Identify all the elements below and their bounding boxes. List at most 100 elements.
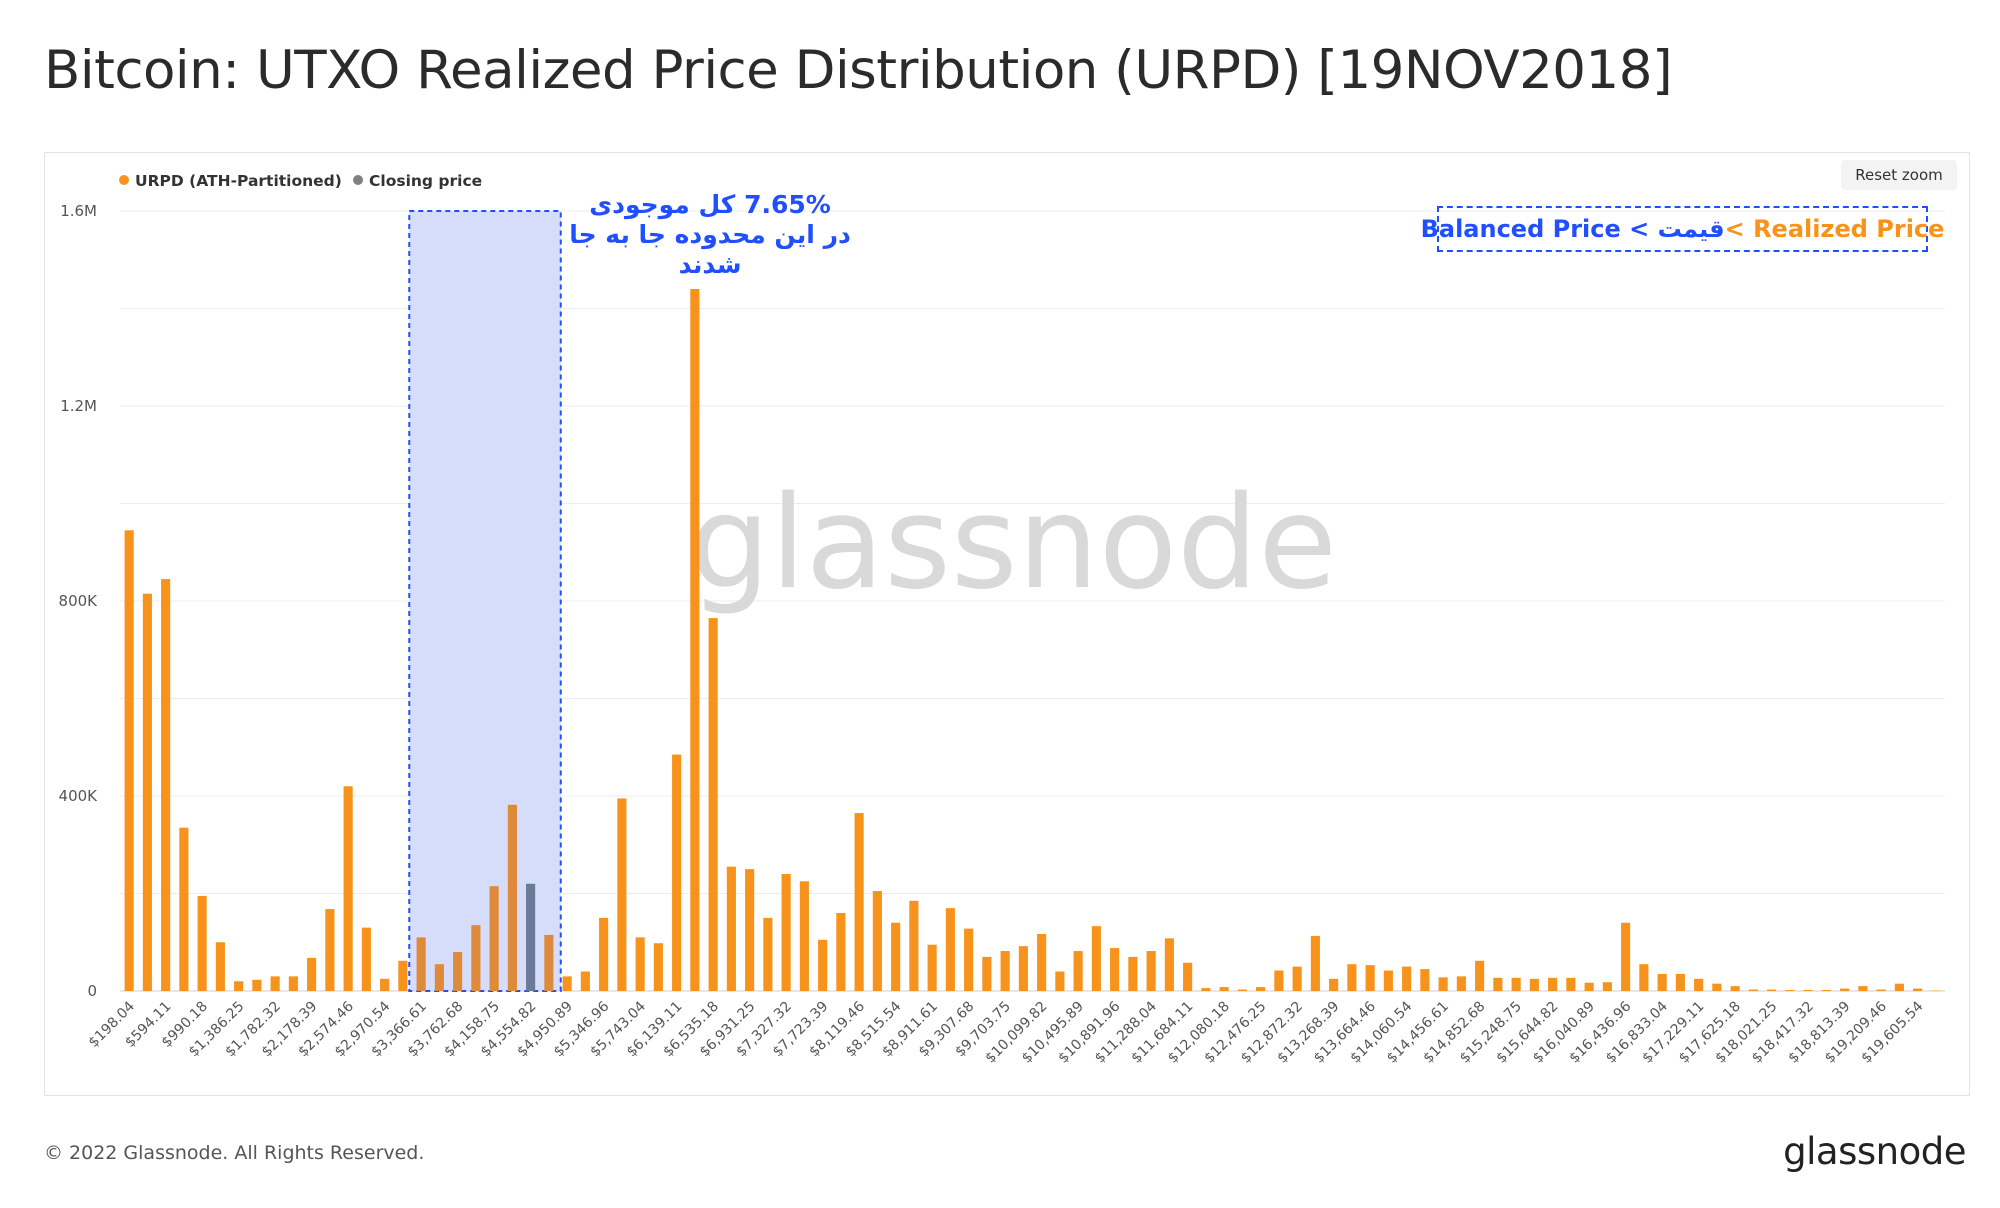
bar[interactable] (1256, 987, 1266, 991)
bar[interactable] (1529, 978, 1539, 991)
bar[interactable] (1438, 977, 1448, 991)
bar[interactable] (1566, 977, 1576, 991)
bar[interactable] (872, 891, 882, 991)
bar[interactable] (1383, 970, 1393, 991)
bar[interactable] (1584, 982, 1594, 991)
bar[interactable] (361, 927, 371, 991)
bar[interactable] (1511, 977, 1521, 991)
bar[interactable] (1329, 978, 1339, 991)
bar[interactable] (1748, 989, 1758, 991)
bar[interactable] (1712, 983, 1722, 991)
bar[interactable] (1840, 988, 1850, 991)
bar[interactable] (1402, 966, 1412, 991)
bar[interactable] (142, 593, 152, 991)
bar[interactable] (1018, 946, 1028, 991)
bar[interactable] (1292, 966, 1302, 991)
bar[interactable] (1420, 969, 1430, 991)
bar[interactable] (1274, 970, 1284, 991)
bar[interactable] (1931, 990, 1941, 992)
bar[interactable] (1037, 933, 1047, 991)
bar[interactable] (799, 881, 809, 991)
bar[interactable] (726, 866, 736, 991)
bar[interactable] (1694, 978, 1704, 991)
bar[interactable] (234, 981, 244, 991)
bar[interactable] (781, 874, 791, 991)
bar[interactable] (1894, 983, 1904, 991)
bar[interactable] (1639, 964, 1649, 991)
bar[interactable] (1055, 971, 1065, 992)
bar[interactable] (909, 900, 919, 991)
bar[interactable] (580, 971, 590, 992)
bar[interactable] (1219, 987, 1229, 991)
bar[interactable] (215, 942, 225, 991)
bar[interactable] (471, 925, 481, 991)
bar[interactable] (161, 579, 171, 991)
bar[interactable] (982, 956, 992, 991)
bar[interactable] (1110, 948, 1120, 991)
bar[interactable] (197, 895, 207, 991)
bar[interactable] (1548, 977, 1558, 991)
bar[interactable] (1000, 951, 1010, 991)
bar[interactable] (343, 786, 353, 991)
bar[interactable] (307, 957, 317, 991)
bar[interactable] (507, 804, 517, 991)
bar[interactable] (453, 952, 463, 991)
bar[interactable] (1785, 990, 1795, 991)
bar[interactable] (1675, 973, 1685, 991)
bar[interactable] (927, 944, 937, 991)
bar[interactable] (1091, 926, 1101, 991)
bar[interactable] (653, 943, 663, 991)
bar[interactable] (179, 827, 189, 991)
bar[interactable] (1475, 960, 1485, 991)
bar[interactable] (763, 917, 773, 991)
bar[interactable] (1237, 989, 1247, 991)
bar[interactable] (945, 908, 955, 991)
bar[interactable] (964, 928, 974, 991)
bar[interactable] (398, 960, 408, 991)
bar[interactable] (745, 869, 755, 991)
bar-closing-price[interactable] (526, 883, 536, 991)
bar[interactable] (1657, 973, 1667, 991)
bar[interactable] (434, 964, 444, 991)
bar[interactable] (489, 886, 499, 991)
bar[interactable] (380, 978, 390, 991)
bar[interactable] (1602, 982, 1612, 991)
bar[interactable] (1128, 956, 1138, 991)
bar[interactable] (818, 939, 828, 991)
bar[interactable] (1365, 965, 1375, 991)
bar[interactable] (617, 798, 627, 991)
bar[interactable] (1621, 922, 1631, 991)
bar[interactable] (1456, 976, 1466, 991)
bar[interactable] (1201, 988, 1211, 991)
bar[interactable] (836, 913, 846, 991)
bar[interactable] (635, 937, 645, 991)
bar[interactable] (1073, 951, 1083, 991)
bar[interactable] (124, 530, 134, 991)
bar[interactable] (1821, 990, 1831, 991)
legend-label-urpd[interactable]: URPD (ATH-Partitioned) (135, 172, 342, 190)
bar[interactable] (562, 976, 572, 991)
bar[interactable] (325, 909, 335, 991)
bar[interactable] (544, 934, 554, 991)
bar[interactable] (1183, 962, 1193, 991)
bar[interactable] (708, 618, 718, 991)
bar[interactable] (1347, 964, 1357, 991)
bar[interactable] (1858, 986, 1868, 991)
bar[interactable] (854, 813, 864, 991)
legend-label-closing[interactable]: Closing price (369, 172, 482, 190)
bar[interactable] (1767, 989, 1777, 991)
bar[interactable] (1876, 989, 1886, 991)
bar[interactable] (891, 922, 901, 991)
bar[interactable] (416, 937, 426, 991)
bar[interactable] (1164, 938, 1174, 991)
bar[interactable] (1730, 986, 1740, 991)
bar[interactable] (1310, 935, 1320, 991)
reset-zoom-button[interactable]: Reset zoom (1841, 160, 1957, 190)
bar[interactable] (599, 917, 609, 991)
bar[interactable] (288, 976, 298, 991)
bar[interactable] (1146, 951, 1156, 991)
bar[interactable] (1913, 988, 1923, 991)
bar[interactable] (270, 976, 280, 991)
bar[interactable] (690, 289, 700, 991)
bar[interactable] (1803, 990, 1813, 991)
